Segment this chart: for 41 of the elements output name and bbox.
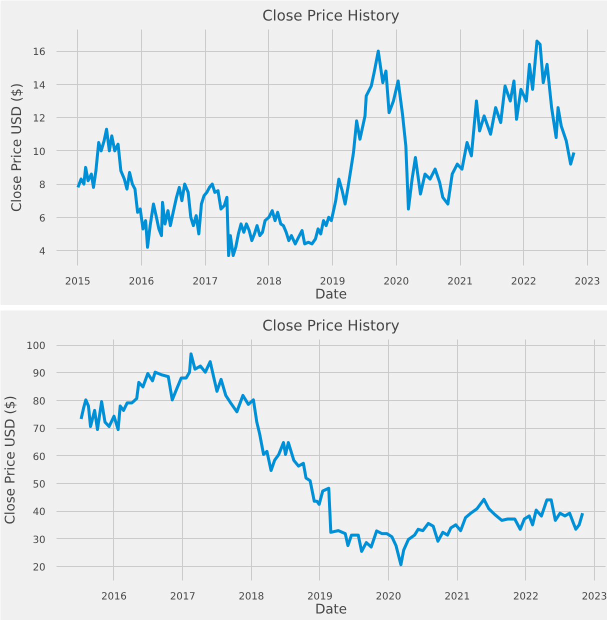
y-tick-label: 6 (39, 213, 46, 224)
y-axis-title: Close Price USD ($) (3, 396, 18, 524)
y-tick-label: 80 (32, 396, 46, 408)
y-tick-label: 10 (32, 146, 46, 158)
x-tick-label: 2017 (170, 592, 196, 602)
x-axis-title: Date (315, 288, 347, 302)
line-series (80, 352, 584, 566)
x-tick-label: 2023 (574, 276, 600, 288)
x-tick-label: 2017 (192, 276, 218, 288)
y-tick-label: 8 (39, 180, 46, 192)
chart-title: Close Price History (262, 8, 400, 24)
x-axis-title: Date (315, 602, 347, 618)
chart-title: Close Price History (262, 318, 400, 334)
x-tick-label: 2016 (101, 592, 127, 602)
x-tick-label: 2020 (384, 276, 409, 288)
x-tick-label: 2018 (238, 592, 264, 602)
y-tick-label: 50 (32, 480, 46, 491)
y-tick-label: 12 (32, 114, 46, 125)
x-tick-label: 2023 (582, 592, 607, 602)
y-axis-title: Close Price USD ($) (10, 83, 25, 212)
x-tick-label: 2015 (65, 276, 91, 288)
x-tick-label: 2016 (128, 276, 154, 288)
y-tick-label: 16 (32, 47, 46, 58)
x-tick-label: 2020 (376, 592, 402, 602)
y-tick-label: 90 (32, 368, 46, 380)
x-tick-label: 2022 (513, 592, 539, 602)
y-tick-label: 14 (32, 80, 46, 92)
y-tick-label: 20 (32, 562, 46, 574)
y-tick-label: 100 (26, 341, 46, 352)
y-tick-label: 40 (32, 507, 46, 518)
x-tick-label: 2022 (510, 276, 536, 288)
y-tick-label: 4 (39, 246, 46, 258)
y-tick-label: 60 (32, 452, 46, 463)
x-tick-label: 2021 (444, 592, 470, 602)
x-tick-label: 2019 (320, 276, 346, 288)
line-series (76, 40, 576, 258)
y-tick-label: 70 (32, 424, 46, 436)
x-tick-label: 2021 (447, 276, 473, 288)
x-tick-label: 2018 (256, 276, 282, 288)
y-tick-label: 30 (32, 534, 46, 546)
x-tick-label: 2019 (307, 592, 333, 602)
